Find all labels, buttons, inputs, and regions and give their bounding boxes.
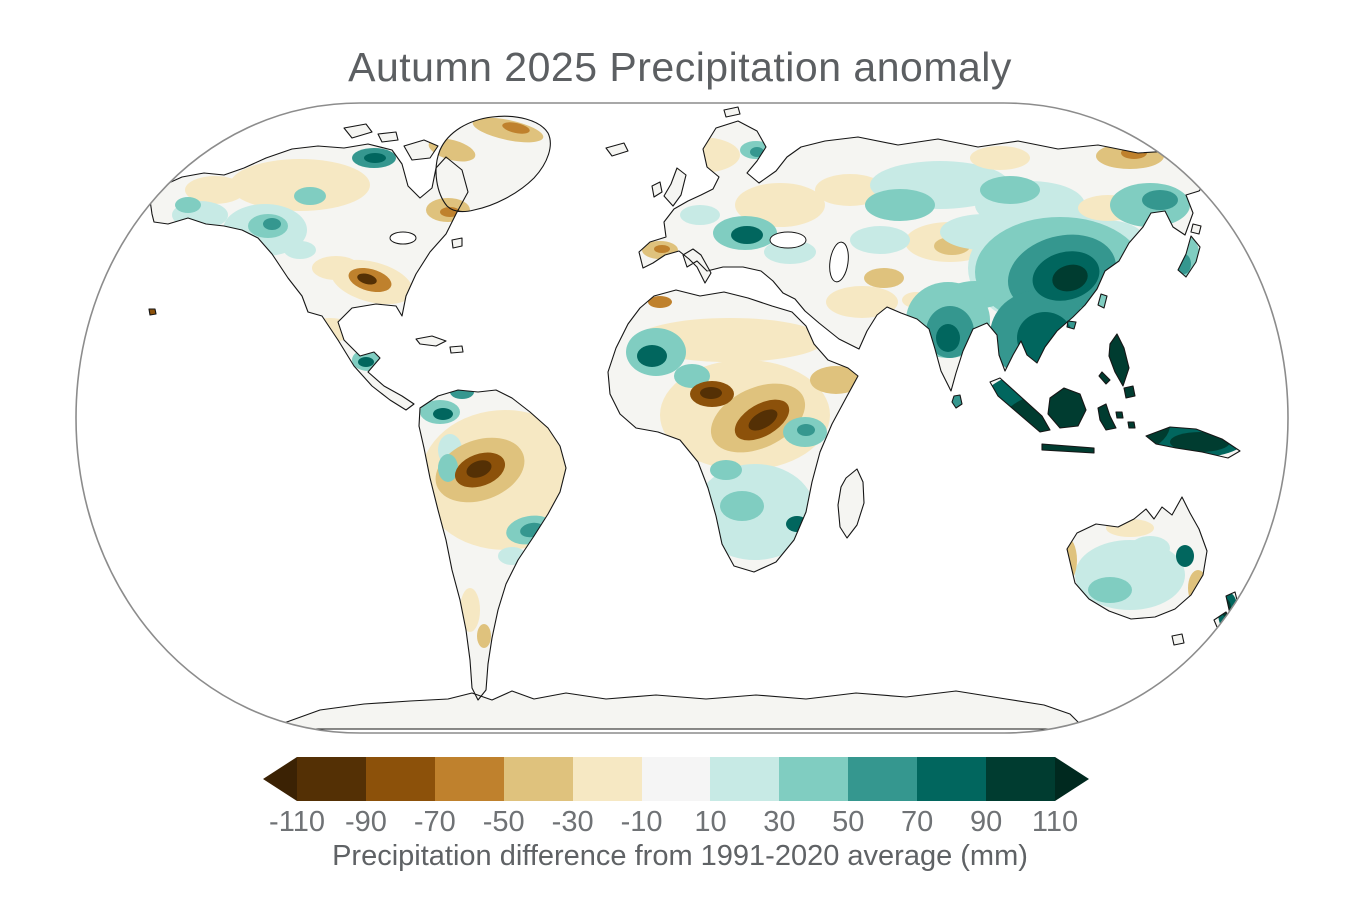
anomaly-blob <box>185 176 245 204</box>
lakes-layer <box>389 231 849 283</box>
anomaly-blob <box>731 226 763 244</box>
anomaly-blob <box>1130 536 1170 560</box>
anomaly-blob <box>466 460 492 478</box>
anomaly-blob <box>364 153 386 163</box>
colorbar-segment <box>710 757 780 801</box>
anomaly-blob <box>810 366 862 394</box>
anomaly-blob <box>864 268 904 288</box>
anomaly-blob <box>1176 545 1194 567</box>
figure-title: Autumn 2025 Precipitation anomaly <box>348 44 1012 90</box>
anomaly-blob <box>440 207 460 217</box>
anomaly-blob <box>477 624 491 648</box>
anomaly-blob <box>674 364 710 388</box>
colorbar-segment <box>779 757 849 801</box>
anomaly-blob <box>980 176 1040 204</box>
colorbar-segment <box>572 757 642 801</box>
colorbar-segment <box>917 757 987 801</box>
black-sea <box>769 231 807 249</box>
anomaly-blob <box>357 273 377 285</box>
anomaly-blob <box>700 387 722 399</box>
anomaly-blob <box>735 183 825 227</box>
colorbar-scale <box>297 757 1055 801</box>
anomaly-blob <box>1170 432 1230 452</box>
anomaly-blob <box>850 226 910 254</box>
anomaly-blob <box>460 588 480 632</box>
anomaly-blob <box>263 218 281 230</box>
colorbar-segment <box>641 757 711 801</box>
anomaly-blob <box>815 174 885 206</box>
anomaly-blob <box>720 491 764 521</box>
colorbar-segment <box>503 757 573 801</box>
anomaly-blob <box>826 286 898 318</box>
colorbar-overflow-arrow <box>1055 757 1089 801</box>
colorbar-segment <box>365 757 435 801</box>
anomaly-blob <box>175 197 201 213</box>
anomaly-blob <box>230 159 370 211</box>
anomaly-blob <box>648 296 672 308</box>
anomaly-blob <box>438 454 458 482</box>
anomaly-blob <box>865 189 935 221</box>
anomaly-blob <box>654 245 670 253</box>
anomaly-blob <box>637 345 667 367</box>
anomaly-blob <box>294 187 326 205</box>
anomaly-blob <box>936 324 960 352</box>
anomaly-blob <box>1052 264 1088 292</box>
colorbar-segment <box>986 757 1055 801</box>
anomaly-blob <box>680 205 720 225</box>
anomaly-blob <box>502 122 530 134</box>
anomaly-blob <box>750 147 764 157</box>
colorbar <box>263 757 1089 801</box>
colorbar-underflow-arrow <box>263 757 297 801</box>
colorbar-segment <box>297 757 366 801</box>
anomaly-blob <box>1088 577 1132 603</box>
great-lakes <box>389 231 417 245</box>
anomaly-blob <box>433 408 453 420</box>
caspian-sea <box>829 241 849 283</box>
anomaly-blob <box>358 357 374 367</box>
colorbar-segment <box>434 757 504 801</box>
anomaly-blob <box>1142 190 1178 210</box>
colorbar-segment <box>848 757 918 801</box>
anomaly-blob <box>710 460 742 480</box>
colorbar-caption: Precipitation difference from 1991-2020 … <box>332 840 1028 872</box>
anomaly-blob <box>797 424 815 436</box>
anomaly-blob <box>748 409 778 431</box>
anomaly-blob <box>970 146 1030 170</box>
